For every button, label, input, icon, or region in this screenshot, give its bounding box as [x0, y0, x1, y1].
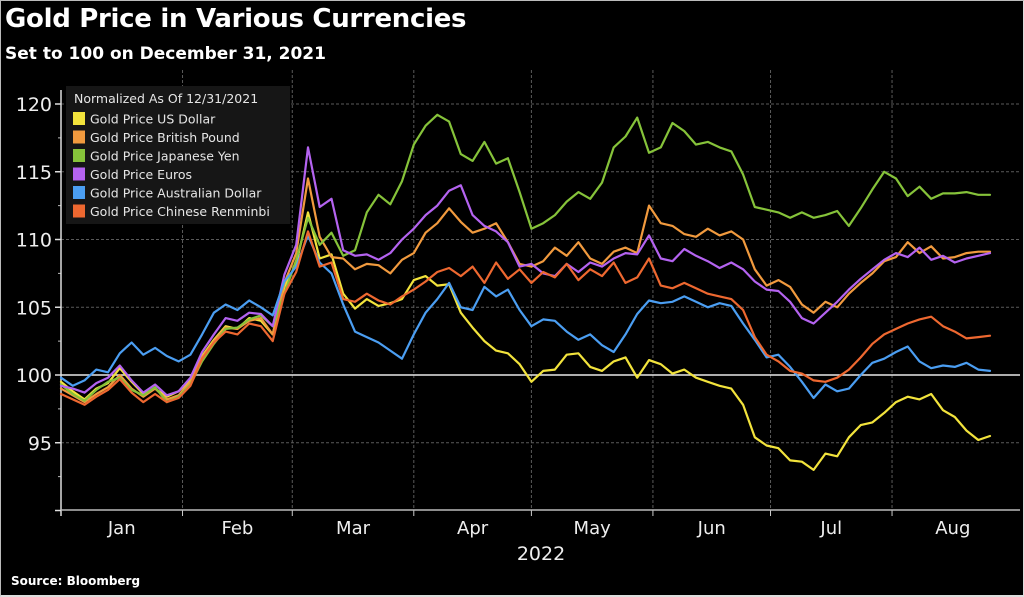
legend-title: Normalized As Of 12/31/2021 [74, 91, 258, 106]
x-tick-label: May [574, 518, 612, 539]
x-tick-label: Apr [457, 518, 489, 539]
legend-swatch [73, 204, 85, 218]
legend: Normalized As Of 12/31/2021 Gold Price U… [66, 86, 290, 224]
x-axis-year-label: 2022 [517, 543, 565, 565]
legend-entry-label: Gold Price Chinese Renminbi [90, 204, 270, 219]
chart-subtitle: Set to 100 on December 31, 2021 [5, 44, 326, 64]
y-tick-label: 110 [16, 230, 52, 252]
legend-swatch [73, 186, 85, 199]
series-line-5 [59, 234, 992, 400]
y-tick-label: 115 [16, 162, 52, 184]
legend-swatch [73, 112, 85, 125]
series-line-1 [59, 211, 992, 471]
series-lines [59, 113, 992, 471]
x-tick-label: Mar [336, 518, 371, 539]
legend-swatch [73, 167, 85, 181]
x-tick-label: Jul [819, 518, 842, 539]
legend-swatch [73, 130, 85, 144]
y-tick-label: 105 [16, 297, 52, 319]
source-note: Source: Bloomberg [11, 574, 141, 588]
y-tick-label: 100 [16, 365, 52, 387]
legend-entry-label: Gold Price Euros [90, 167, 192, 182]
series-line-4 [59, 146, 992, 397]
legend-entry-label: Gold Price Australian Dollar [90, 186, 262, 201]
chart-title: Gold Price in Various Currencies [5, 4, 467, 34]
series-line-6 [59, 230, 992, 406]
x-tick-label: Aug [935, 518, 970, 539]
legend-background [66, 86, 290, 224]
axes: 95 100 105 110 115 120 Jan Feb Mar Apr May Jun Jul Au… [16, 90, 1020, 539]
x-tick-label: Jan [107, 518, 136, 539]
legend-swatch [73, 149, 85, 162]
legend-entry-label: Gold Price US Dollar [90, 112, 216, 127]
legend-entry-label: Gold Price Japanese Yen [90, 149, 240, 164]
x-tick-label: Feb [221, 518, 253, 539]
legend-entry-label: Gold Price British Pound [90, 130, 240, 145]
y-tick-label: 95 [28, 433, 52, 455]
y-tick-label: 120 [16, 94, 52, 116]
x-tick-label: Jun [697, 518, 726, 539]
